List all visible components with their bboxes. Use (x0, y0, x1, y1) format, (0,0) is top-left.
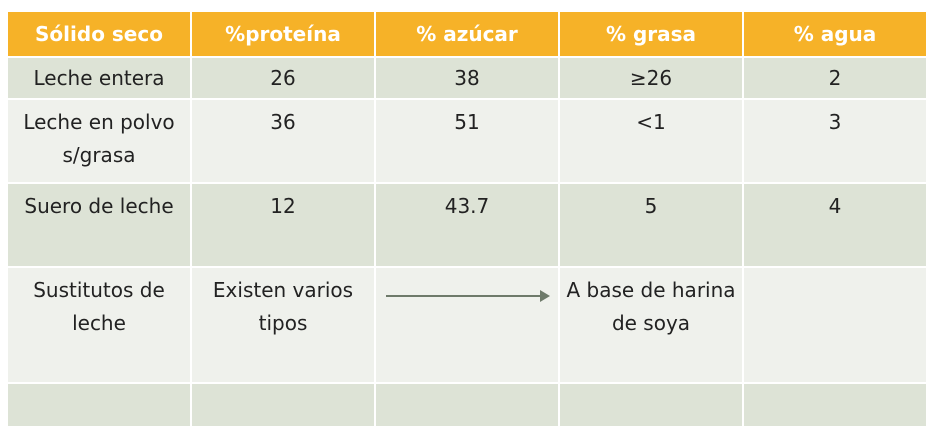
header-grasa: % grasa (558, 10, 744, 58)
cell-row4-azucar (374, 266, 560, 384)
header-proteina: %proteína (190, 10, 376, 58)
right-arrow-icon (386, 290, 550, 302)
cell-row2-azucar: 51 (374, 98, 560, 184)
header-agua: % agua (742, 10, 928, 58)
cell-row3-grasa: 5 (558, 182, 744, 268)
cell-row5-proteina (190, 382, 376, 428)
cell-row1-grasa: ≥26 (558, 56, 744, 100)
cell-row2-proteina: 36 (190, 98, 376, 184)
table-row: Sustitutos de leche Existen varios tipos… (6, 266, 928, 384)
table-row (6, 382, 928, 428)
cell-row5-grasa (558, 382, 744, 428)
cell-row1-name: Leche entera (6, 56, 192, 100)
cell-row5-azucar (374, 382, 560, 428)
cell-row1-azucar: 38 (374, 56, 560, 100)
cell-row3-proteina: 12 (190, 182, 376, 268)
cell-row3-name: Suero de leche (6, 182, 192, 268)
header-azucar: % azúcar (374, 10, 560, 58)
header-solido-seco: Sólido seco (6, 10, 192, 58)
table-row: Suero de leche 12 43.7 5 4 (6, 182, 928, 268)
cell-row4-name: Sustitutos de leche (6, 266, 192, 384)
cell-row1-proteina: 26 (190, 56, 376, 100)
cell-row5-agua (742, 382, 928, 428)
cell-row4-grasa: A base de harina de soya (558, 266, 744, 384)
table-row: Leche entera 26 38 ≥26 2 (6, 56, 928, 100)
cell-row4-agua (742, 266, 928, 384)
cell-row5-name (6, 382, 192, 428)
cell-row2-agua: 3 (742, 98, 928, 184)
header-row: Sólido seco %proteína % azúcar % grasa %… (6, 10, 928, 58)
milk-solids-table: Sólido seco %proteína % azúcar % grasa %… (6, 10, 928, 428)
cell-row3-azucar: 43.7 (374, 182, 560, 268)
table-row: Leche en polvo s/grasa 36 51 <1 3 (6, 98, 928, 184)
cell-row2-grasa: <1 (558, 98, 744, 184)
cell-row3-agua: 4 (742, 182, 928, 268)
cell-row2-name: Leche en polvo s/grasa (6, 98, 192, 184)
cell-row4-proteina: Existen varios tipos (190, 266, 376, 384)
cell-row1-agua: 2 (742, 56, 928, 100)
